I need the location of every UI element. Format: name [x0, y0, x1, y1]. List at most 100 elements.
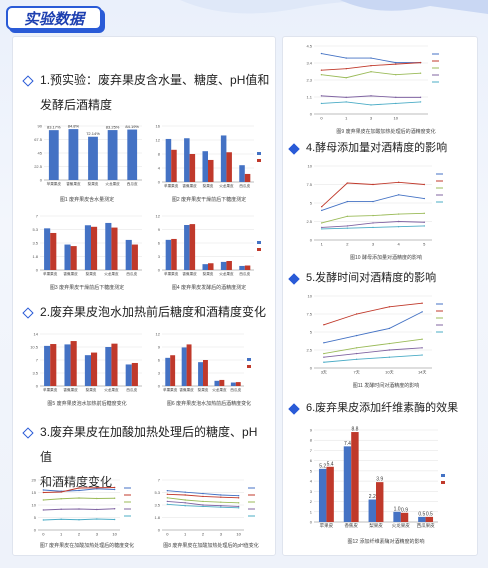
x-tick-label: 梨果皮	[369, 522, 383, 529]
bar	[184, 138, 190, 182]
x-tick-label: 火龙果皮	[104, 271, 119, 276]
bar	[107, 130, 118, 180]
bar	[170, 355, 176, 386]
data-point	[421, 347, 423, 349]
bar	[84, 355, 91, 386]
data-label: 3.9	[376, 477, 383, 483]
bar	[91, 226, 98, 270]
data-point	[419, 96, 422, 99]
series-line	[323, 347, 423, 358]
left-panel	[12, 36, 276, 556]
data-point	[372, 226, 374, 229]
legend-swatch	[257, 241, 261, 244]
x-tick-label: 西瓜皮	[239, 271, 250, 276]
bar	[208, 159, 214, 182]
y-tick-label: 22.5	[34, 164, 43, 169]
section-6-title: .废弃果皮添加纤维素酶的效果	[312, 402, 459, 414]
data-point	[323, 352, 325, 355]
data-point	[370, 57, 372, 59]
fig5-svg: 0 3.5 7 10.5 14 苹果果皮 香蕉果皮 梨果皮 火龙果皮 西瓜皮	[30, 332, 142, 392]
bar	[186, 344, 192, 386]
x-tick-label: 苹果果皮	[164, 183, 179, 188]
diamond-bullet-icon	[288, 143, 300, 155]
data-point	[320, 206, 323, 208]
x-tick-label: 10	[236, 532, 241, 537]
legend-swatch	[441, 474, 445, 477]
data-label: 84.19%	[125, 124, 139, 129]
data-point	[78, 487, 80, 489]
data-label: 0.5	[418, 511, 425, 517]
data-point	[323, 342, 325, 344]
chart-fig3: 0 1.8 3.5 5.3 7 苹果果皮 香蕉果皮 梨果皮 火龙果皮 西瓜皮	[28, 212, 146, 282]
section-5-heading: 5.发酵时间对酒精度的影响	[288, 266, 476, 291]
y-tick-label: 12	[156, 138, 161, 143]
bar	[44, 228, 51, 270]
y-tick-label: 5	[310, 468, 313, 473]
data-point	[202, 492, 204, 495]
bar	[244, 173, 251, 182]
bar	[239, 165, 245, 182]
data-point	[166, 490, 169, 492]
data-label: 0.5	[426, 511, 433, 517]
data-point	[323, 356, 325, 358]
data-label: 2.2	[369, 494, 376, 500]
y-tick-label: 8	[158, 152, 161, 157]
diamond-bullet-icon	[288, 273, 300, 285]
x-tick-label: 苹果果皮	[43, 271, 58, 276]
x-tick-label: 14天	[418, 370, 426, 375]
y-tick-label: 7	[158, 478, 161, 483]
data-label: 8.8	[351, 427, 358, 433]
data-point	[345, 57, 347, 59]
fig9-svg: 0 1.1 2.3 3.4 4.5 0 1 3 10	[306, 44, 439, 121]
data-point	[320, 226, 323, 229]
data-point	[320, 222, 323, 224]
data-point	[388, 356, 391, 358]
x-tick-label: 1	[184, 532, 187, 537]
diamond-bullet-icon	[22, 427, 34, 439]
data-point	[355, 347, 358, 349]
data-point	[220, 506, 222, 508]
diamond-bullet-icon	[288, 403, 300, 415]
x-tick-label: 西瓜皮	[126, 271, 137, 276]
data-label: 72.14%	[86, 131, 100, 136]
header-decoration	[180, 0, 488, 14]
y-tick-label: 2.3	[306, 78, 312, 83]
y-tick-label: 10	[308, 164, 313, 169]
bar	[165, 138, 172, 182]
y-tick-label: 7.5	[306, 182, 312, 187]
data-point	[42, 499, 45, 501]
bar	[50, 232, 57, 270]
series-line	[323, 302, 423, 326]
fig4-svg: 0 3 6 9 12 苹果果皮 香蕉果皮 梨果皮 火龙果皮 西瓜皮	[156, 214, 261, 276]
bar	[326, 466, 334, 522]
data-point	[202, 495, 204, 498]
bar	[70, 341, 77, 386]
data-point	[96, 497, 98, 500]
y-tick-label: 8	[310, 438, 313, 443]
caption-fig4: 图4 废弃果皮发酵后的酒精度测定	[171, 285, 247, 291]
data-label: 83.17%	[47, 125, 61, 130]
x-tick-label: 1	[60, 532, 63, 537]
bar	[244, 265, 251, 270]
y-tick-label: 1.8	[32, 254, 38, 259]
x-tick-label: 3	[372, 242, 375, 247]
series-line	[321, 62, 421, 71]
y-tick-label: 3.5	[32, 241, 38, 246]
y-tick-label: 7	[310, 448, 313, 453]
bar	[44, 345, 51, 386]
legend-swatch	[247, 358, 251, 361]
y-tick-label: 15	[32, 490, 37, 495]
fig8-svg: 0 1.8 3.5 5.3 7 0 1 2 3 10	[154, 478, 255, 537]
y-tick-label: 2	[310, 499, 313, 504]
section-5-title: .发酵时间对酒精度的影响	[312, 272, 437, 284]
x-tick-label: 10	[112, 532, 117, 537]
y-tick-label: 0	[310, 112, 313, 117]
data-label: 84.8%	[68, 124, 80, 129]
bar	[189, 224, 196, 270]
section-1-title-line2: 发酵后酒精度	[40, 98, 113, 112]
y-tick-label: 3.5	[32, 371, 38, 376]
y-tick-label: 0	[310, 238, 313, 243]
fig10-svg: 0 2.5 5 7.5 10 1 2 3 4 5	[306, 164, 443, 247]
data-point	[166, 493, 169, 495]
series-line	[321, 194, 425, 211]
